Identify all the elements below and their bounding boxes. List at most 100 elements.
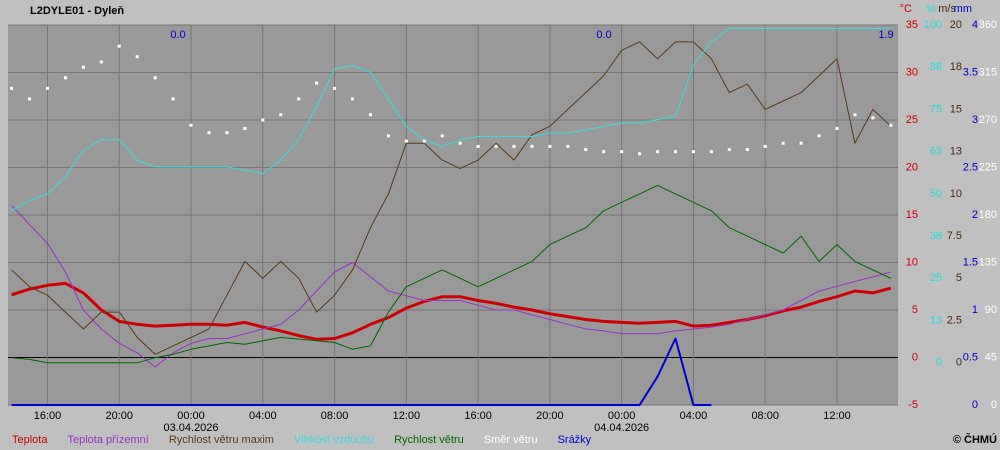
y-tick-label: 45 [985,351,997,363]
direction-dot [81,65,85,69]
direction-dot [476,144,480,148]
direction-dot [745,148,749,152]
direction-dot [28,97,32,101]
direction-dot [422,139,426,143]
copyright: © ČHMÚ [953,433,997,446]
y-tick-label: 270 [979,114,997,126]
chart-title: L2DYLE01 - Dyleň [30,5,124,17]
y-tick-label: 50 [930,188,942,200]
direction-dot [458,141,462,145]
y-tick-label: 7.5 [947,230,962,242]
y-tick-label: 315 [979,66,997,78]
rain-total: 0.0 [596,29,611,41]
direction-dot [620,150,624,154]
y-tick-label: 10 [950,188,962,200]
direction-dot [10,86,14,90]
series-line [11,27,891,212]
y-tick-label: 25 [930,272,942,284]
axis-unit: °C [900,3,912,15]
legend-entry: Směr větru [484,434,538,446]
y-tick-label: 15 [906,209,918,221]
y-tick-label: 25 [906,114,918,126]
x-tick-label: 04:00 [680,410,708,422]
y-tick-label: 0.5 [963,351,978,363]
axis-unit: mm [954,3,972,15]
y-tick-label: 10 [906,256,918,268]
y-tick-label: 35 [906,19,918,31]
series-line [11,184,892,364]
direction-dot [440,134,444,138]
direction-dot [404,139,408,143]
direction-dot [656,150,660,154]
y-tick-label: 2.5 [963,161,978,173]
direction-dot [243,126,247,130]
direction-dot [117,44,121,48]
y-tick-label: 3.5 [963,66,978,78]
direction-dot [315,81,319,85]
direction-dot [261,118,265,122]
y-tick-label: 13 [930,314,942,326]
x-tick-label: 20:00 [105,410,133,422]
direction-dot [691,150,695,154]
y-tick-label: 1.5 [963,256,978,268]
direction-dot [171,97,175,101]
x-tick-label: 12:00 [393,410,421,422]
direction-dot [63,76,67,80]
y-tick-label: 100 [924,19,942,31]
y-tick-label: 180 [979,209,997,221]
x-tick-label: 00:00 [177,410,205,422]
direction-dot [279,113,283,117]
direction-dot [835,126,839,130]
y-tick-label: 0 [972,399,978,411]
y-tick-label: 88 [930,61,942,73]
y-tick-label: 20 [906,161,918,173]
legend-entry: Srážky [558,434,592,446]
y-tick-label: 18 [950,61,962,73]
y-tick-label: 360 [979,19,997,31]
direction-dot [674,150,677,154]
x-tick-label: 16:00 [464,410,492,422]
direction-dot [763,144,767,148]
x-tick-label: 04:00 [249,410,277,422]
legend-entry: Rychlost větru [394,434,464,446]
y-tick-label: 135 [979,256,997,268]
direction-dot [638,152,642,156]
y-tick-label: 5 [912,304,918,316]
y-tick-label: 1 [972,304,978,316]
y-tick-label: 75 [930,103,942,115]
x-tick-label: 12:00 [823,410,851,422]
series-line [11,205,891,368]
direction-dot [135,55,139,59]
legend-entry: Teplota [12,434,48,446]
direction-dot [45,86,49,90]
direction-dot [871,116,875,120]
y-tick-label: 2.5 [947,314,962,326]
y-tick-label: 0 [912,351,918,363]
rain-total: 1.9 [878,29,893,41]
y-tick-label: 63 [930,146,942,158]
direction-dot [566,144,570,148]
y-tick-label: 20 [950,19,962,31]
series-line [11,337,712,406]
date-label: 04.04.2026 [594,422,649,434]
y-tick-label: 225 [979,161,997,173]
direction-dot [602,150,606,154]
direction-dot [386,134,390,138]
direction-dot [99,60,103,64]
direction-dot [727,148,731,152]
legend-entry: Rychlost větru maxim [169,434,274,446]
x-tick-label: 00:00 [608,410,636,422]
y-tick-label: 30 [906,66,918,78]
direction-dot [333,86,337,90]
direction-dot [889,123,893,127]
rain-total: 0.0 [170,29,185,41]
y-tick-label: 3 [972,114,978,126]
axis-unit: % [926,3,936,15]
direction-dot [853,113,857,117]
direction-dot [207,131,211,135]
direction-dot [189,123,193,127]
series-line [11,41,892,355]
direction-dot [297,97,301,101]
direction-dot [153,76,157,80]
